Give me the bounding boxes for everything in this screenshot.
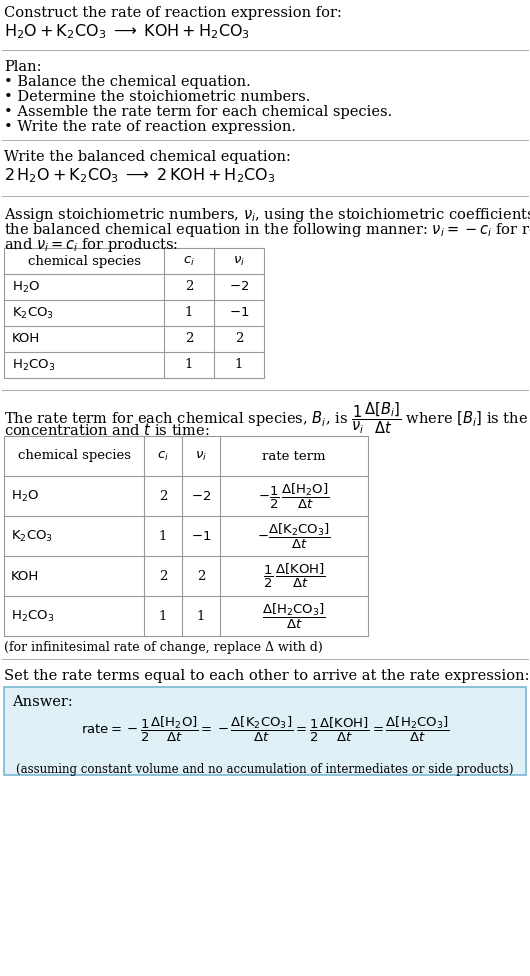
Text: Plan:: Plan:: [4, 60, 41, 74]
Text: • Balance the chemical equation.: • Balance the chemical equation.: [4, 75, 251, 89]
Text: the balanced chemical equation in the following manner: $\nu_i = -c_i$ for react: the balanced chemical equation in the fo…: [4, 221, 530, 239]
Text: chemical species: chemical species: [28, 255, 140, 267]
Bar: [4, 436, 368, 636]
Text: 2: 2: [185, 280, 193, 294]
Text: $\mathrm{K_2CO_3}$: $\mathrm{K_2CO_3}$: [12, 305, 54, 320]
Text: and $\nu_i = c_i$ for products:: and $\nu_i = c_i$ for products:: [4, 236, 178, 254]
Text: 1: 1: [159, 609, 167, 623]
Text: 2: 2: [159, 570, 167, 583]
Text: $\mathrm{H_2O + K_2CO_3}$$\;\longrightarrow\;$$\mathrm{KOH + H_2CO_3}$: $\mathrm{H_2O + K_2CO_3}$$\;\longrightar…: [4, 22, 250, 41]
Text: concentration and $t$ is time:: concentration and $t$ is time:: [4, 422, 209, 438]
Text: Set the rate terms equal to each other to arrive at the rate expression:: Set the rate terms equal to each other t…: [4, 669, 529, 683]
Text: Answer:: Answer:: [12, 695, 73, 709]
Text: $\mathrm{H_2O}$: $\mathrm{H_2O}$: [12, 279, 40, 295]
FancyBboxPatch shape: [4, 687, 526, 775]
Text: (for infinitesimal rate of change, replace Δ with d): (for infinitesimal rate of change, repla…: [4, 641, 323, 654]
Text: $\mathrm{H_2CO_3}$: $\mathrm{H_2CO_3}$: [12, 357, 55, 373]
Text: $c_i$: $c_i$: [183, 255, 195, 267]
Text: KOH: KOH: [11, 570, 39, 583]
Text: $-\dfrac{1}{2}\,\dfrac{\Delta[\mathrm{H_2O}]}{\Delta t}$: $-\dfrac{1}{2}\,\dfrac{\Delta[\mathrm{H_…: [258, 481, 330, 510]
Text: $-\dfrac{\Delta[\mathrm{K_2CO_3}]}{\Delta t}$: $-\dfrac{\Delta[\mathrm{K_2CO_3}]}{\Delt…: [257, 521, 331, 550]
Text: 2: 2: [197, 570, 205, 583]
Text: • Assemble the rate term for each chemical species.: • Assemble the rate term for each chemic…: [4, 105, 392, 119]
Text: (assuming constant volume and no accumulation of intermediates or side products): (assuming constant volume and no accumul…: [16, 763, 514, 776]
Bar: [4, 248, 264, 378]
Text: $-2$: $-2$: [191, 490, 211, 503]
Text: $\nu_i$: $\nu_i$: [195, 450, 207, 463]
Text: 2: 2: [235, 333, 243, 346]
Text: 1: 1: [185, 358, 193, 372]
Text: $\mathrm{K_2CO_3}$: $\mathrm{K_2CO_3}$: [11, 528, 53, 544]
Text: $-1$: $-1$: [229, 306, 249, 319]
Text: $\dfrac{1}{2}\,\dfrac{\Delta[\mathrm{KOH}]}{\Delta t}$: $\dfrac{1}{2}\,\dfrac{\Delta[\mathrm{KOH…: [263, 562, 325, 590]
Text: 1: 1: [185, 306, 193, 319]
Text: KOH: KOH: [12, 333, 40, 346]
Text: Write the balanced chemical equation:: Write the balanced chemical equation:: [4, 150, 291, 164]
Text: The rate term for each chemical species, $B_i$, is $\dfrac{1}{\nu_i}\dfrac{\Delt: The rate term for each chemical species,…: [4, 400, 530, 435]
Text: 1: 1: [197, 609, 205, 623]
Text: 1: 1: [159, 530, 167, 543]
Text: $\mathrm{H_2CO_3}$: $\mathrm{H_2CO_3}$: [11, 608, 54, 624]
Text: $-1$: $-1$: [191, 530, 211, 543]
Text: $\mathrm{H_2O}$: $\mathrm{H_2O}$: [11, 488, 39, 504]
Text: 2: 2: [185, 333, 193, 346]
Text: chemical species: chemical species: [17, 450, 130, 463]
Text: 1: 1: [235, 358, 243, 372]
Text: 2: 2: [159, 490, 167, 503]
Text: $\dfrac{\Delta[\mathrm{H_2CO_3}]}{\Delta t}$: $\dfrac{\Delta[\mathrm{H_2CO_3}]}{\Delta…: [262, 601, 326, 630]
Text: • Determine the stoichiometric numbers.: • Determine the stoichiometric numbers.: [4, 90, 311, 104]
Text: $\mathrm{2\,H_2O + K_2CO_3}$$\;\longrightarrow\;$$\mathrm{2\,KOH + H_2CO_3}$: $\mathrm{2\,H_2O + K_2CO_3}$$\;\longrigh…: [4, 166, 276, 184]
Text: • Write the rate of reaction expression.: • Write the rate of reaction expression.: [4, 120, 296, 134]
Text: $-2$: $-2$: [229, 280, 249, 294]
Text: Construct the rate of reaction expression for:: Construct the rate of reaction expressio…: [4, 6, 342, 20]
Text: $c_i$: $c_i$: [157, 450, 169, 463]
Text: $\mathrm{rate} = -\dfrac{1}{2}\dfrac{\Delta[\mathrm{H_2O}]}{\Delta t} = -\dfrac{: $\mathrm{rate} = -\dfrac{1}{2}\dfrac{\De…: [81, 715, 449, 745]
Text: rate term: rate term: [262, 450, 326, 463]
Text: $\nu_i$: $\nu_i$: [233, 255, 245, 267]
Text: Assign stoichiometric numbers, $\nu_i$, using the stoichiometric coefficients, $: Assign stoichiometric numbers, $\nu_i$, …: [4, 206, 530, 224]
